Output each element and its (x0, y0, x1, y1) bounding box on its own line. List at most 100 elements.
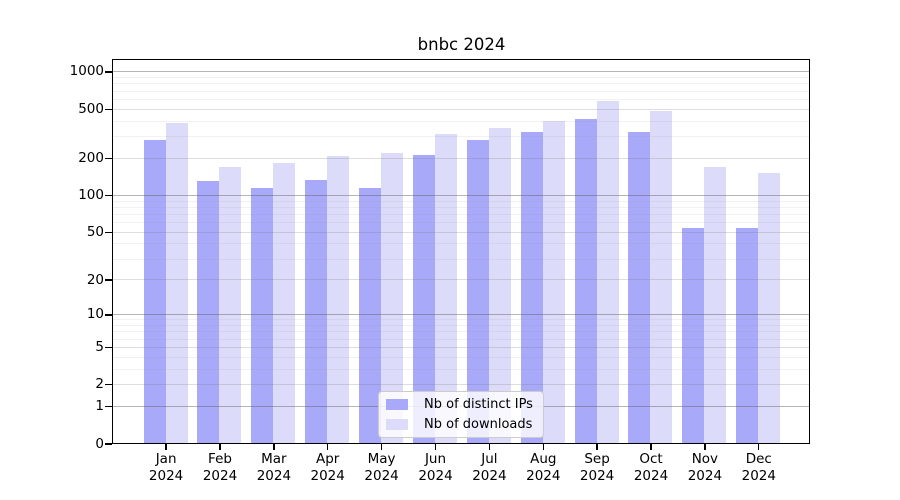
bar-distinct-ips-mar (251, 188, 274, 443)
y-tick-label-5: 5 (95, 339, 104, 355)
bar-downloads-oct (650, 110, 673, 443)
bar-downloads-jun (434, 133, 457, 443)
x-tick-mark (219, 444, 221, 450)
gridline-y-400 (113, 120, 809, 122)
x-tick-label-mar: Mar 2024 (256, 451, 292, 484)
y-tick-mark (105, 279, 112, 281)
grid-layer (113, 60, 809, 443)
bar-downloads-jan (165, 122, 188, 443)
gridline-y-50 (113, 231, 809, 233)
bar-distinct-ips-oct (628, 132, 651, 443)
gridline-y-30 (113, 258, 809, 260)
gridline-y-100 (113, 194, 809, 196)
x-tick-label-jan: Jan 2024 (148, 451, 184, 484)
y-tick-mark (105, 108, 112, 110)
gridline-y-7 (113, 331, 809, 333)
y-tick-mark (105, 314, 112, 316)
gridline-y-8 (113, 325, 809, 327)
gridline-y-10 (113, 314, 809, 316)
x-tick-mark (542, 444, 544, 450)
gridline-y-60 (113, 222, 809, 223)
y-tick-label-10: 10 (86, 306, 104, 323)
bar-distinct-ips-apr (305, 180, 328, 443)
gridline-y-6 (113, 338, 809, 340)
x-tick-label-jun: Jun 2024 (418, 451, 453, 484)
legend-item-downloads: Nb of downloads (386, 417, 535, 432)
y-tick-mark (105, 406, 112, 408)
y-tick-label-2: 2 (95, 376, 104, 393)
bar-downloads-nov (704, 167, 727, 443)
gridline-y-5 (113, 346, 809, 348)
gridline-y-70 (113, 213, 809, 215)
gridline-y-9 (113, 319, 809, 321)
gridline-y-500 (113, 108, 809, 110)
x-tick-mark (650, 444, 652, 450)
x-tick-mark (434, 444, 437, 450)
legend-label-downloads: Nb of downloads (424, 417, 533, 432)
gridline-y-600 (113, 98, 809, 100)
y-tick-mark (105, 157, 112, 160)
y-tick-mark (105, 346, 112, 349)
bar-distinct-ips-sep (574, 119, 597, 443)
x-tick-label-nov: Nov 2024 (687, 451, 723, 484)
bar-distinct-ips-nov (682, 227, 705, 443)
bar-downloads-mar (273, 163, 296, 443)
x-tick-mark (596, 444, 598, 450)
bar-distinct-ips-aug (520, 132, 543, 443)
gridline-y-20 (113, 279, 809, 281)
x-tick-label-sep: Sep 2024 (579, 451, 615, 484)
gridline-y-1000 (113, 71, 809, 73)
gridline-y-700 (113, 90, 809, 92)
legend: Nb of distinct IPs Nb of downloads (378, 391, 544, 438)
gridline-y-200 (113, 157, 809, 159)
gridline-y-800 (113, 83, 809, 85)
plot-area (112, 59, 810, 444)
bar-downloads-feb (219, 167, 242, 443)
gridline-y-90 (113, 200, 809, 202)
x-tick-label-apr: Apr 2024 (310, 451, 345, 484)
x-tick-label-dec: Dec 2024 (741, 451, 776, 484)
y-tick-label-20: 20 (86, 271, 104, 288)
gridline-y-2 (113, 384, 809, 386)
x-tick-label-aug: Aug 2024 (526, 451, 561, 484)
bar-distinct-ips-dec (736, 227, 759, 443)
y-tick-label-200: 200 (78, 149, 104, 166)
x-tick-label-jul: Jul 2024 (472, 451, 507, 484)
x-tick-mark (758, 444, 760, 450)
bar-downloads-dec (758, 172, 781, 443)
bars-layer (113, 60, 809, 443)
y-tick-label-0: 0 (95, 435, 104, 452)
gridline-y-900 (113, 77, 809, 78)
x-tick-mark (488, 444, 491, 450)
x-tick-label-feb: Feb 2024 (202, 451, 238, 484)
y-tick-mark (105, 231, 112, 233)
bar-distinct-ips-may (359, 188, 381, 443)
y-tick-mark (105, 71, 112, 73)
x-tick-label-oct: Oct 2024 (633, 451, 669, 484)
x-tick-mark (380, 444, 383, 450)
y-tick-mark (105, 194, 112, 197)
x-tick-mark (273, 444, 275, 450)
bar-downloads-apr (327, 155, 350, 443)
y-tick-label-1: 1 (95, 398, 104, 415)
legend-swatch-distinct-ips (386, 399, 408, 410)
bar-distinct-ips-jan (143, 140, 166, 443)
bar-distinct-ips-feb (197, 181, 220, 443)
x-tick-mark (327, 444, 329, 450)
x-tick-label-may: May 2024 (364, 451, 399, 484)
x-tick-mark (704, 444, 706, 450)
bar-downloads-jul (488, 128, 511, 443)
gridline-y-80 (113, 206, 809, 208)
legend-label-distinct-ips: Nb of distinct IPs (424, 397, 533, 412)
chart-title: bnbc 2024 (417, 35, 506, 54)
x-tick-mark (165, 444, 167, 450)
gridline-y-4 (113, 356, 809, 358)
bar-distinct-ips-jul (466, 140, 489, 443)
gridline-y-300 (113, 136, 809, 138)
y-tick-label-50: 50 (86, 223, 104, 240)
legend-item-distinct-ips: Nb of distinct IPs (386, 397, 535, 412)
bar-distinct-ips-jun (412, 155, 435, 443)
y-tick-mark (105, 384, 112, 386)
legend-swatch-downloads (386, 419, 408, 430)
